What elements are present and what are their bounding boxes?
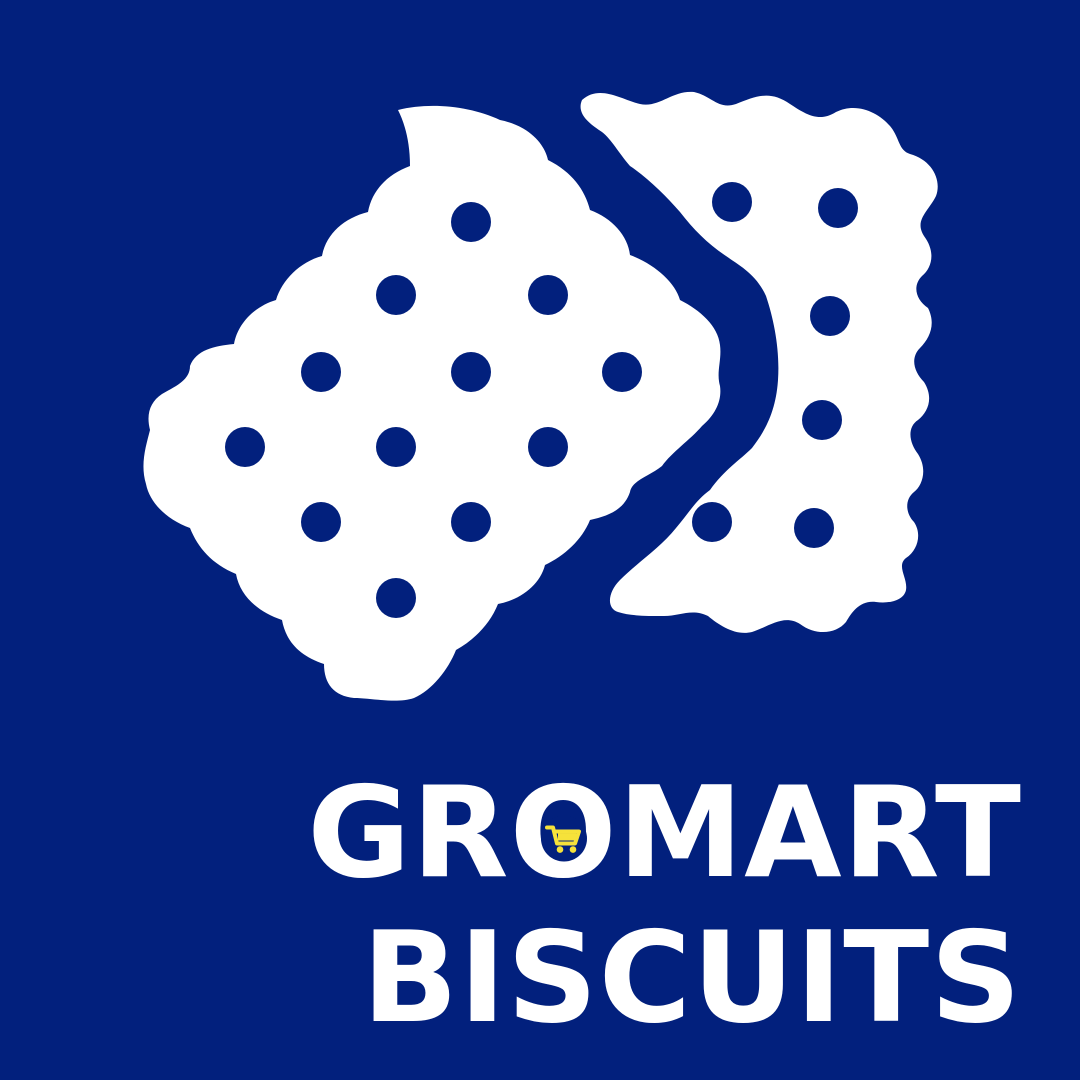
brand-name: GR O MART — [307, 770, 1022, 896]
brand-name-part: MART — [617, 759, 1022, 906]
brand-name-part: GR — [307, 759, 510, 906]
brand-o-letter: O — [510, 770, 618, 896]
product-category: BISCUITS — [361, 904, 1022, 1051]
broken-biscuit — [580, 91, 938, 633]
shopping-cart-icon — [540, 815, 587, 862]
whole-biscuit — [143, 105, 721, 701]
biscuit-illustration — [143, 91, 938, 701]
